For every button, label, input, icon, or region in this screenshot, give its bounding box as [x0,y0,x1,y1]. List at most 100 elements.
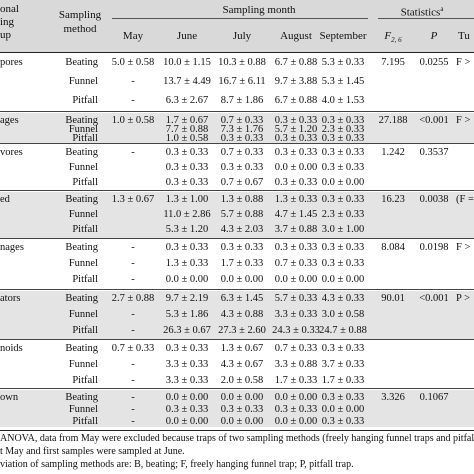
month-value-cell: 0.3 ± 0.33 [321,115,365,126]
month-header: July [232,30,252,42]
month-value-cell: 0.0 ± 0.00 [165,416,209,427]
month-value-cell: 0.3 ± 0.33 [274,115,318,126]
month-header: May [122,30,144,42]
group-col-header-line-3: up [0,29,11,41]
month-header: August [280,30,312,42]
month-value-cell: 0.3 ± 0.33 [321,147,365,158]
header-bottom-rule [0,52,474,53]
sampling-method-cell: Beating [65,57,98,68]
group-col-header-line-1: onal [0,3,19,15]
month-value-cell: 5.3 ± 1.86 [165,309,209,320]
month-value-cell: 3.7 ± 0.88 [274,224,318,235]
sampling-method-cell: Beating [65,343,98,354]
sampling-method-cell: Funnel [68,162,98,173]
month-value-cell: 8.7 ± 1.86 [220,95,264,106]
month-value-cell: 24.7 ± 0.88 [319,325,367,336]
sampling-method-cell: Pitfall [72,177,98,188]
month-value-cell: 1.3 ± 1.00 [165,194,209,205]
sampling-method-cell: Beating [65,242,98,253]
month-value-cell: 0.7 ± 0.33 [274,343,318,354]
month-value-cell: 5.7 ± 1.20 [274,124,318,135]
footnote-line: t May and first samples were sampled at … [0,446,185,457]
sampling-method-cell: Funnel [68,209,98,220]
month-value-cell: 0.0 ± 0.00 [220,416,264,427]
month-value-cell: 1.7 ± 0.67 [165,115,209,126]
month-value-cell: 3.3 ± 0.33 [165,375,209,386]
month-value-cell: 5.0 ± 0.58 [111,57,155,68]
month-value-cell: 6.7 ± 0.88 [274,57,318,68]
month-value-cell: 0.3 ± 0.33 [274,242,318,253]
sampling-method-cell: Beating [65,115,98,126]
month-value-cell: 1.7 ± 0.33 [220,258,264,269]
month-value-cell: - [131,404,135,415]
month-value-cell: 10.3 ± 0.88 [218,57,266,68]
month-value-cell: 2.0 ± 0.58 [220,375,264,386]
f-statistic-df: 2, 6 [391,36,402,45]
footnote-line: viation of sampling methods are: B, beat… [0,459,354,470]
month-value-cell: 2.7 ± 0.88 [111,293,155,304]
month-value-cell: 0.3 ± 0.33 [165,177,209,188]
month-value-cell: 0.7 ± 0.67 [220,177,264,188]
group-divider [0,143,474,144]
month-value-cell: 0.0 ± 0.00 [165,274,209,285]
f-statistic-cell: 8.084 [381,242,405,253]
p-value-cell: 0.0255 [419,57,449,68]
month-value-cell: 0.0 ± 0.00 [165,392,209,403]
month-value-cell: - [131,309,135,320]
group-label: own [0,392,19,403]
p-value-header: P [430,30,438,42]
month-value-cell: - [131,375,135,386]
month-value-cell: 0.3 ± 0.33 [165,147,209,158]
month-value-cell: 9.7 ± 3.88 [274,76,318,87]
sampling-method-cell: Funnel [68,124,98,135]
month-value-cell: 4.0 ± 1.53 [321,95,365,106]
month-value-cell: 1.7 ± 0.33 [274,375,318,386]
month-value-cell: 0.3 ± 0.33 [274,404,318,415]
month-value-cell: 4.3 ± 0.33 [321,293,365,304]
month-value-cell: 0.0 ± 0.00 [321,177,365,188]
month-value-cell: 6.7 ± 0.88 [274,95,318,106]
month-value-cell: 5.3 ± 1.20 [165,224,209,235]
method-col-header-line-1: Sampling [58,9,102,21]
month-value-cell: 1.3 ± 0.67 [111,194,155,205]
sampling-method-cell: Pitfall [72,375,98,386]
p-value-cell: 0.0198 [419,242,449,253]
month-value-cell: 0.3 ± 0.33 [321,392,365,403]
month-value-cell: 6.3 ± 1.45 [220,293,264,304]
tukey-header: Tu [458,30,470,42]
sampling-method-cell: Pitfall [72,325,98,336]
sampling-method-cell: Beating [65,293,98,304]
month-value-cell: 0.0 ± 0.00 [274,162,318,173]
month-value-cell: 0.0 ± 0.00 [274,392,318,403]
month-value-cell: 0.7 ± 0.33 [220,115,264,126]
p-value-cell: 0.1067 [419,392,449,403]
group-label: ators [0,293,21,304]
sampling-month-header: Sampling month [222,4,296,16]
statistics-underline [378,18,474,19]
sampling-method-cell: Funnel [68,309,98,320]
month-value-cell: 0.3 ± 0.33 [165,242,209,253]
month-value-cell: 0.3 ± 0.33 [165,162,209,173]
group-label: nages [0,242,24,253]
month-value-cell: 3.0 ± 1.00 [321,224,365,235]
group-divider [0,190,474,191]
month-value-cell: 0.0 ± 0.00 [220,392,264,403]
month-value-cell: - [131,392,135,403]
p-value-cell: 0.3537 [419,147,449,158]
month-value-cell: 5.3 ± 0.33 [321,57,365,68]
month-value-cell: - [131,147,135,158]
group-label: vores [0,147,23,158]
month-value-cell: 1.3 ± 0.33 [274,194,318,205]
sampling-method-cell: Beating [65,147,98,158]
month-value-cell: 1.3 ± 0.88 [220,194,264,205]
p-value-cell: <0.001 [419,293,449,304]
table-bottom-rule [0,430,474,431]
tukey-cell: P > [456,293,470,304]
month-value-cell: - [131,258,135,269]
month-value-cell: - [131,95,135,106]
group-divider [0,339,474,340]
month-value-cell: 4.3 ± 2.03 [220,224,264,235]
month-value-cell: 24.3 ± 0.33 [272,325,320,336]
month-value-cell: 2.3 ± 0.33 [321,209,365,220]
